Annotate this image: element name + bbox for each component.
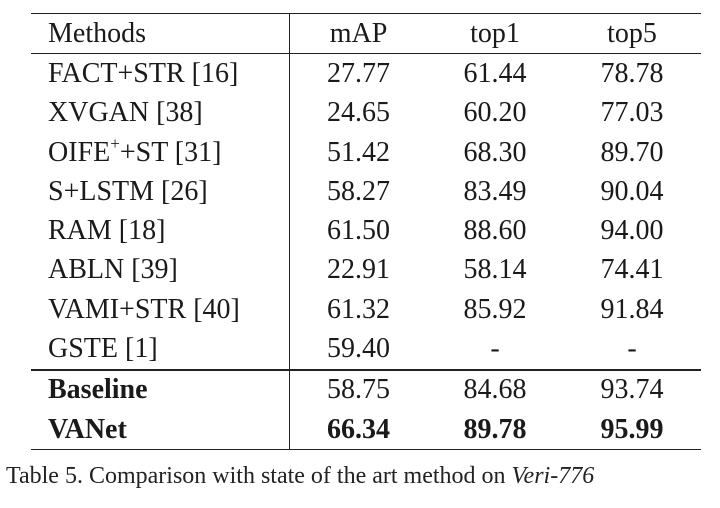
top1-cell: 85.92 [463, 293, 527, 325]
top5-cell: 91.84 [600, 293, 664, 325]
map-cell: 58.27 [289, 172, 427, 212]
table-row: ABLN [39] 22.91 58.14 74.41 [31, 250, 701, 291]
top5-cell: 77.03 [600, 97, 664, 129]
top1-cell: - [490, 333, 500, 365]
map-cell: 58.75 [289, 369, 427, 410]
caption-text: Table 5. Comparison with state of the ar… [6, 463, 512, 489]
table-row: RAM [18] 61.50 88.60 94.00 [31, 211, 701, 251]
results-table-container: Methods mAP top1 top5 FACT+STR [16] 27.7… [31, 13, 701, 450]
table-row: VAMI+STR [40] 61.32 85.92 91.84 [31, 290, 701, 330]
header-methods: Methods [48, 17, 146, 49]
top5-cell: 78.78 [600, 57, 664, 89]
top1-cell: 61.44 [463, 57, 527, 89]
map-cell: 24.65 [289, 93, 427, 133]
comparison-table: Methods mAP top1 top5 FACT+STR [16] 27.7… [31, 13, 701, 450]
top1-cell: 88.60 [463, 215, 527, 247]
table-caption: Table 5. Comparison with state of the ar… [6, 463, 594, 490]
top1-cell: 83.49 [463, 175, 527, 207]
top5-cell: 94.00 [600, 215, 664, 247]
header-map: mAP [289, 13, 427, 54]
method-cell: Baseline [48, 374, 148, 406]
method-cell: FACT+STR [16] [48, 57, 239, 89]
map-cell: 27.77 [289, 53, 427, 94]
top1-cell: 68.30 [463, 136, 527, 168]
table-row: XVGAN [38] 24.65 60.20 77.03 [31, 93, 701, 133]
map-cell: 51.42 [289, 132, 427, 173]
map-cell: 61.32 [289, 290, 427, 330]
top1-cell: 84.68 [463, 374, 527, 406]
top1-cell: 58.14 [463, 254, 527, 286]
method-name-part: +ST [31] [119, 136, 222, 168]
map-cell: 66.34 [289, 409, 427, 450]
table-row-vanet: VANet 66.34 89.78 95.99 [31, 409, 701, 450]
table-header-row: Methods mAP top1 top5 [31, 13, 701, 54]
table-row: GSTE [1] 59.40 - - [31, 329, 701, 370]
header-top5: top5 [607, 17, 657, 49]
top5-cell: 89.70 [600, 136, 664, 168]
method-cell: VAMI+STR [40] [48, 293, 240, 325]
top5-cell: 93.74 [600, 374, 664, 406]
map-cell: 61.50 [289, 211, 427, 251]
method-cell: OIFE++ST [31] [31, 133, 290, 172]
table-row: S+LSTM [26] 58.27 83.49 90.04 [31, 172, 701, 212]
caption-dataset: Veri-776 [511, 463, 595, 489]
table-row: OIFE++ST [31] 51.42 68.30 89.70 [31, 132, 701, 173]
map-cell: 59.40 [289, 329, 427, 370]
table-row-baseline: Baseline 58.75 84.68 93.74 [31, 369, 701, 410]
top5-cell: 90.04 [600, 175, 664, 207]
top5-cell: 95.99 [600, 413, 664, 445]
method-superscript: + [110, 133, 120, 153]
table-row: FACT+STR [16] 27.77 61.44 78.78 [31, 53, 701, 94]
header-top1: top1 [470, 17, 520, 49]
map-cell: 22.91 [289, 250, 427, 291]
method-cell: GSTE [1] [48, 333, 158, 365]
top1-cell: 60.20 [463, 97, 527, 129]
method-name-part: OIFE [48, 136, 111, 168]
method-cell: XVGAN [38] [48, 97, 203, 129]
top5-cell: - [627, 333, 637, 365]
method-cell: VANet [48, 413, 127, 445]
top5-cell: 74.41 [600, 254, 664, 286]
method-cell: RAM [18] [48, 215, 166, 247]
method-cell: S+LSTM [26] [48, 175, 208, 207]
top1-cell: 89.78 [463, 413, 527, 445]
method-cell: ABLN [39] [48, 254, 178, 286]
